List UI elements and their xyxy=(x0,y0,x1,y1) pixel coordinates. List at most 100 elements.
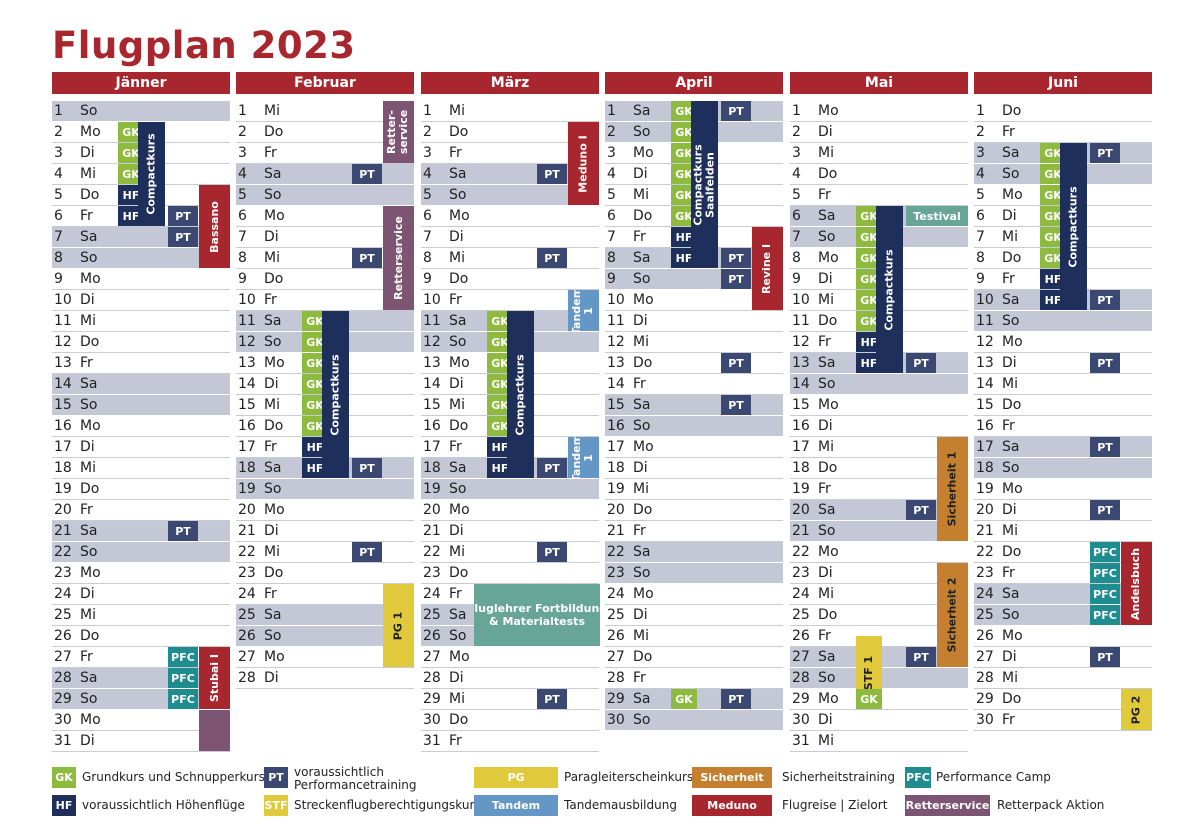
day-number: 9 xyxy=(423,271,432,287)
weekday-label: Mo xyxy=(264,208,285,224)
weekday-label: So xyxy=(633,418,651,434)
day-number: 18 xyxy=(976,460,994,476)
legend-text: Streckenflugberechtigungskurs xyxy=(294,798,481,812)
day-number: 1 xyxy=(976,103,985,119)
day-row: 28 Fr xyxy=(605,668,783,689)
day-number: 2 xyxy=(423,124,432,140)
day-number: 17 xyxy=(423,439,441,455)
day-row: 22 Mi xyxy=(236,542,414,563)
weekday-label: Do xyxy=(1002,250,1022,266)
day-row: 1 Mi xyxy=(421,101,599,122)
day-number: 21 xyxy=(423,523,441,539)
day-number: 16 xyxy=(976,418,994,434)
weekday-label: Fr xyxy=(80,502,93,518)
day-number: 22 xyxy=(607,544,625,560)
weekday-label: Di xyxy=(264,376,279,392)
day-number: 3 xyxy=(792,145,801,161)
event-block: PT xyxy=(906,500,936,520)
event-block: PT xyxy=(537,689,567,709)
event-block: Compactkurs xyxy=(138,122,165,226)
day-row: 11 Di xyxy=(605,311,783,332)
event-label: PFC xyxy=(171,671,195,685)
day-row: 21 Di xyxy=(421,521,599,542)
day-number: 28 xyxy=(976,670,994,686)
day-row: 23 Do xyxy=(236,563,414,584)
event-label: GK xyxy=(1044,167,1062,181)
day-number: 29 xyxy=(423,691,441,707)
event-block: GK xyxy=(671,185,697,205)
weekday-label: Mo xyxy=(264,355,285,371)
weekday-label: Sa xyxy=(1002,292,1020,308)
weekday-label: So xyxy=(449,334,467,350)
day-row: 28 Di xyxy=(236,668,414,689)
day-row: 19 Fr xyxy=(790,479,968,500)
weekday-label: Do xyxy=(818,313,838,329)
weekday-label: Sa xyxy=(1002,145,1020,161)
day-row: 9 Do xyxy=(421,269,599,290)
day-number: 13 xyxy=(54,355,72,371)
weekday-label: Mi xyxy=(1002,376,1018,392)
day-number: 4 xyxy=(238,166,247,182)
day-number: 15 xyxy=(54,397,72,413)
weekday-label: Di xyxy=(264,229,279,245)
event-block: PT xyxy=(352,542,382,562)
event-label: Andelsbuch xyxy=(1129,547,1143,620)
event-label: HF xyxy=(306,461,324,475)
weekday-label: Mo xyxy=(633,439,654,455)
event-label: Revine I xyxy=(760,243,774,294)
day-row: 15 So xyxy=(52,395,230,416)
event-block: PT xyxy=(352,458,382,478)
day-number: 4 xyxy=(792,166,801,182)
event-block: PT xyxy=(537,248,567,268)
event-label: HF xyxy=(1044,272,1062,286)
weekday-label: Mi xyxy=(449,250,465,266)
day-row: 26 Mi xyxy=(605,626,783,647)
day-number: 22 xyxy=(976,544,994,560)
event-block: GK xyxy=(856,689,882,709)
weekday-label: Do xyxy=(80,628,100,644)
event-block: GK xyxy=(856,248,882,268)
month-header: Mai xyxy=(790,72,968,94)
event-block: HF xyxy=(487,458,513,478)
day-number: 16 xyxy=(792,418,810,434)
event-label: PT xyxy=(728,356,744,370)
weekday-label: Do xyxy=(633,355,653,371)
event-label: PT xyxy=(544,167,560,181)
weekday-label: Mo xyxy=(818,691,839,707)
weekday-label: Fr xyxy=(818,628,831,644)
day-number: 30 xyxy=(607,712,625,728)
event-block: PFC xyxy=(168,668,198,688)
day-row: 17 Mo xyxy=(605,437,783,458)
weekday-label: Di xyxy=(1002,208,1017,224)
day-row: 4 Do xyxy=(790,164,968,185)
day-row: 22 Sa xyxy=(605,542,783,563)
weekday-label: Di xyxy=(633,607,648,623)
event-label: PT xyxy=(359,461,375,475)
month-header: April xyxy=(605,72,783,94)
day-number: 27 xyxy=(54,649,72,665)
weekday-label: Mi xyxy=(818,439,834,455)
event-block: PFC xyxy=(168,689,198,709)
event-label: PT xyxy=(913,356,929,370)
day-row: 6 Fr xyxy=(52,206,230,227)
event-label: Compactkurs Saalfelden xyxy=(691,143,717,226)
event-label: PT xyxy=(175,230,191,244)
weekday-label: Do xyxy=(449,418,469,434)
day-row: 22 Mo xyxy=(790,542,968,563)
weekday-label: Sa xyxy=(1002,586,1020,602)
day-row: 16 Di xyxy=(790,416,968,437)
day-row: 5 So xyxy=(421,185,599,206)
weekday-label: Fr xyxy=(264,586,277,602)
day-number: 10 xyxy=(423,292,441,308)
day-row: 16 Mo xyxy=(52,416,230,437)
event-block: PT xyxy=(721,269,751,289)
day-number: 27 xyxy=(238,649,256,665)
weekday-label: Mo xyxy=(818,250,839,266)
legend-text: Flugreise | Zielort xyxy=(782,798,888,812)
weekday-label: Sa xyxy=(633,103,651,119)
weekday-label: Mo xyxy=(818,544,839,560)
weekday-label: Mi xyxy=(80,166,96,182)
weekday-label: Fr xyxy=(1002,565,1015,581)
day-number: 29 xyxy=(607,691,625,707)
day-number: 5 xyxy=(54,187,63,203)
